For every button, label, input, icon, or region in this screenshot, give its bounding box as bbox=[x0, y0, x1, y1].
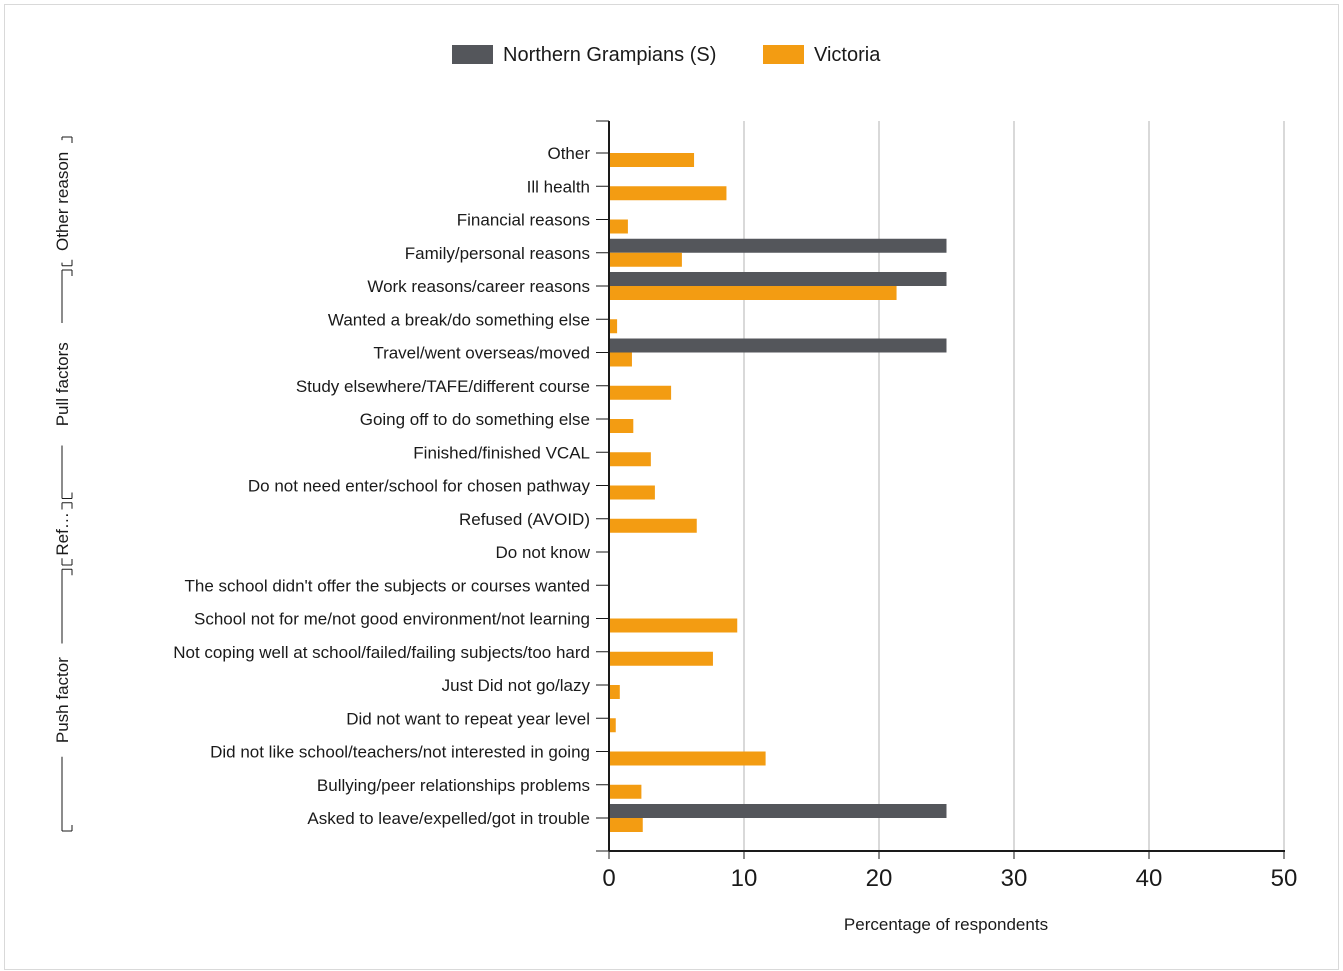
legend-label-northern-grampians: Northern Grampians (S) bbox=[503, 44, 716, 66]
category-label: Do not know bbox=[496, 543, 591, 562]
category-label: Ill health bbox=[527, 177, 590, 196]
group-label: Pull factors bbox=[53, 342, 72, 426]
bar-northern-grampians bbox=[609, 272, 947, 286]
group-label: Ref… bbox=[53, 512, 72, 555]
bar-victoria bbox=[609, 751, 766, 766]
legend-swatch-victoria bbox=[763, 45, 804, 64]
axes bbox=[596, 120, 1285, 852]
bar-victoria bbox=[609, 818, 643, 832]
category-label: Asked to leave/expelled/got in trouble bbox=[307, 809, 590, 828]
category-label: Family/personal reasons bbox=[405, 244, 590, 263]
category-label: Financial reasons bbox=[457, 211, 590, 230]
bar-victoria bbox=[609, 153, 695, 167]
category-label: Do not need enter/school for chosen path… bbox=[248, 477, 591, 496]
bar-victoria bbox=[609, 784, 642, 799]
bar-victoria bbox=[609, 252, 682, 267]
category-label: Not coping well at school/failed/failing… bbox=[173, 643, 590, 662]
bar-victoria bbox=[609, 452, 651, 467]
category-label: School not for me/not good environment/n… bbox=[194, 610, 590, 629]
bar-victoria bbox=[609, 352, 632, 367]
category-label: Did not want to repeat year level bbox=[346, 709, 590, 728]
x-tick-label: 30 bbox=[1001, 865, 1028, 892]
category-label: Finished/finished VCAL bbox=[413, 443, 590, 462]
x-tick-label: 50 bbox=[1271, 865, 1298, 892]
group-label: Other reason bbox=[53, 152, 72, 251]
gridlines bbox=[743, 121, 1285, 851]
bar-victoria bbox=[609, 685, 620, 699]
bar-northern-grampians bbox=[609, 238, 947, 253]
category-label: Did not like school/teachers/not interes… bbox=[210, 743, 590, 762]
bar-victoria bbox=[609, 219, 628, 234]
bar-victoria bbox=[609, 385, 672, 400]
x-tick-label: 20 bbox=[866, 865, 893, 892]
legend-swatch-northern-grampians bbox=[452, 45, 493, 64]
bar-victoria bbox=[609, 319, 618, 334]
group-brackets: Other reason Pull factors Ref… Push factor bbox=[53, 136, 73, 832]
bar-victoria bbox=[609, 518, 697, 533]
x-tick-label: 0 bbox=[602, 865, 615, 892]
bar-northern-grampians bbox=[609, 338, 947, 353]
category-label: Just Did not go/lazy bbox=[442, 676, 591, 695]
x-tick-label: 40 bbox=[1136, 865, 1163, 892]
bar-victoria bbox=[609, 718, 616, 733]
bar-victoria bbox=[609, 485, 655, 500]
bar-northern-grampians bbox=[609, 804, 947, 818]
category-label: Refused (AVOID) bbox=[459, 510, 590, 529]
category-label: Other bbox=[547, 144, 590, 163]
bar-victoria bbox=[609, 186, 727, 201]
legend-label-victoria: Victoria bbox=[814, 44, 881, 66]
bar-victoria bbox=[609, 419, 634, 433]
bar-victoria bbox=[609, 286, 897, 300]
x-axis-title: Percentage of respondents bbox=[844, 915, 1048, 934]
category-label: Study elsewhere/TAFE/different course bbox=[296, 377, 590, 396]
category-label: Travel/went overseas/moved bbox=[373, 344, 590, 363]
category-labels: Other Ill health Financial reasons Family/p… bbox=[173, 144, 609, 828]
category-label: The school didn't offer the subjects or … bbox=[185, 576, 591, 595]
x-tick-label: 10 bbox=[731, 865, 758, 892]
category-label: Bullying/peer relationships problems bbox=[317, 776, 590, 795]
legend: Northern Grampians (S) Victoria bbox=[452, 44, 881, 66]
category-label: Going off to do something else bbox=[360, 410, 590, 429]
bar-victoria bbox=[609, 618, 738, 633]
bar-victoria bbox=[609, 651, 713, 666]
category-label: Wanted a break/do something else bbox=[328, 310, 590, 329]
x-tick-labels: 0 10 20 30 40 50 bbox=[602, 851, 1297, 892]
category-label: Work reasons/career reasons bbox=[367, 277, 590, 296]
group-label: Push factor bbox=[53, 657, 72, 743]
bars bbox=[609, 153, 947, 832]
